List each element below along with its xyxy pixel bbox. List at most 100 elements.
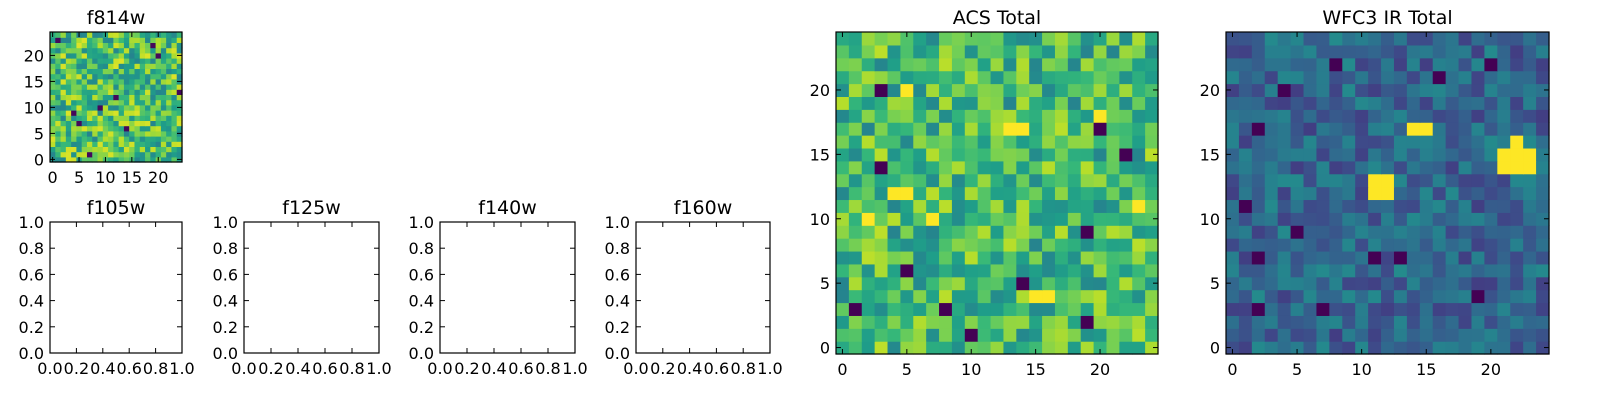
panel-acs-total-cell xyxy=(1119,57,1133,72)
panel-acs-total-cell xyxy=(964,315,979,329)
panel-wfc3-ir-total-cell xyxy=(1329,44,1343,59)
panel-acs-total-cell xyxy=(964,83,979,97)
panel-wfc3-ir-total-cell xyxy=(1329,96,1343,110)
panel-acs-total-cell xyxy=(1132,263,1146,278)
panel-wfc3-ir-total-cell xyxy=(1432,212,1447,226)
panel-wfc3-ir-total-cell xyxy=(1406,225,1421,239)
panel-wfc3-ir-total-cell xyxy=(1226,289,1240,304)
panel-wfc3-ir-total-cell xyxy=(1393,238,1408,252)
panel-wfc3-ir-total-cell xyxy=(1484,122,1498,136)
panel-wfc3-ir-total-cell xyxy=(1458,96,1473,110)
panel-wfc3-ir-total-cell xyxy=(1238,225,1253,239)
panel-wfc3-ir-total-cell xyxy=(1432,341,1447,355)
panel-acs-total-cell xyxy=(926,57,940,72)
panel-f814w-cell xyxy=(97,141,104,147)
panel-f105w-ytick-label: 1.0 xyxy=(19,213,44,232)
panel-acs-total-cell xyxy=(848,250,863,265)
panel-wfc3-ir-total-cell xyxy=(1419,96,1434,110)
panel-f814w-cell xyxy=(150,68,157,75)
panel-wfc3-ir-total-cell xyxy=(1368,122,1382,136)
panel-f814w-cell xyxy=(76,141,83,147)
panel-wfc3-ir-total-cell xyxy=(1393,276,1408,291)
panel-f814w-cell xyxy=(102,120,109,127)
panel-wfc3-ir-total-cell xyxy=(1342,212,1356,226)
panel-acs-total-cell xyxy=(874,32,889,46)
panel-acs-total-cell xyxy=(1093,147,1108,162)
panel-acs-total-cell xyxy=(1093,263,1108,278)
panel-acs-total-cell xyxy=(1042,122,1056,136)
panel-wfc3-ir-total-cell xyxy=(1303,186,1318,201)
panel-acs-total-cell xyxy=(848,173,863,188)
panel-f814w-cell xyxy=(86,42,93,49)
panel-acs-total-cell xyxy=(1145,83,1159,97)
panel-f814w-cell xyxy=(65,32,72,38)
panel-wfc3-ir-total-cell xyxy=(1226,122,1240,136)
panel-acs-total-cell xyxy=(1067,289,1082,304)
panel-f814w-cell xyxy=(160,156,167,163)
panel-f814w-cell xyxy=(50,84,56,90)
panel-wfc3-ir-total-cell xyxy=(1290,160,1305,175)
panel-acs-total-cell xyxy=(939,147,953,162)
panel-f814w-cell xyxy=(55,99,62,106)
panel-acs-total-cell xyxy=(1119,83,1133,97)
panel-f814w-cell xyxy=(92,32,99,38)
panel-acs-total-cell xyxy=(1093,302,1108,316)
panel-wfc3-ir-total-cell xyxy=(1290,328,1305,342)
panel-wfc3-ir-total-cell xyxy=(1523,83,1537,97)
panel-f814w-cell xyxy=(134,73,141,80)
panel-f814w-cell xyxy=(155,125,162,132)
panel-f814w-cell xyxy=(76,37,83,43)
panel-acs-total-cell xyxy=(874,109,889,123)
panel-acs-total-cell xyxy=(964,250,979,265)
panel-wfc3-ir-total-cell xyxy=(1523,328,1537,342)
panel-f814w-cell xyxy=(113,156,120,163)
panel-f814w-cell xyxy=(71,99,77,106)
panel-wfc3-ir-total-cell xyxy=(1536,341,1550,355)
panel-wfc3-ir-total-cell xyxy=(1264,109,1279,123)
panel-acs-total-cell xyxy=(1054,302,1069,316)
panel-f814w-cell xyxy=(123,151,130,158)
panel-acs-total-cell xyxy=(1106,212,1120,226)
panel-wfc3-ir-total-cell xyxy=(1536,32,1550,46)
panel-wfc3-ir-total-cell xyxy=(1355,328,1369,342)
panel-f814w-cell xyxy=(123,73,130,80)
panel-wfc3-ir-total-cell xyxy=(1316,70,1330,85)
panel-wfc3-ir-total-cell xyxy=(1381,160,1395,175)
panel-acs-total-cell xyxy=(939,109,953,123)
panel-wfc3-ir-total-cell xyxy=(1329,289,1343,304)
panel-acs-total-cell xyxy=(1119,225,1133,239)
panel-f814w-cell xyxy=(134,32,141,38)
panel-acs-total-cell xyxy=(1132,225,1146,239)
panel-acs-total-cell xyxy=(1119,70,1133,85)
panel-f814w-cell xyxy=(86,37,93,43)
panel-wfc3-ir-total-cell xyxy=(1226,70,1240,85)
panel-wfc3-ir-total-cell xyxy=(1497,276,1511,291)
panel-f814w-cell xyxy=(81,130,88,137)
panel-f125w-xtick-label: 0.6 xyxy=(312,359,337,378)
panel-wfc3-ir-total-cell xyxy=(1226,199,1240,213)
panel-acs-total-cell xyxy=(939,122,953,136)
panel-f814w-cell xyxy=(55,37,62,43)
panel-f814w-cell xyxy=(71,63,77,69)
panel-acs-total-cell xyxy=(926,44,940,59)
panel-acs-total-cell xyxy=(1029,212,1043,226)
panel-acs-total-cell xyxy=(939,135,953,149)
panel-wfc3-ir-total-cell xyxy=(1484,302,1498,316)
panel-wfc3-ir-total-cell xyxy=(1484,83,1498,97)
panel-wfc3-ir-total-cell xyxy=(1277,44,1292,59)
panel-wfc3-ir-total-cell xyxy=(1316,212,1330,226)
panel-wfc3-ir-total-cell xyxy=(1471,315,1485,329)
panel-f814w-cell xyxy=(81,94,88,101)
panel-f814w-cell xyxy=(118,84,125,90)
panel-wfc3-ir-total-cell xyxy=(1510,225,1524,239)
panel-f814w-cell xyxy=(166,89,173,95)
panel-f814w-cell xyxy=(160,99,167,106)
panel-wfc3-ir-total-cell xyxy=(1484,32,1498,46)
panel-acs-total-cell xyxy=(887,147,901,162)
panel-acs-total-cell xyxy=(1080,186,1095,201)
panel-wfc3-ir-total-cell xyxy=(1536,173,1550,188)
panel-f814w-cell xyxy=(86,136,93,142)
panel-f814w-cell xyxy=(60,94,67,101)
panel-acs-total-cell xyxy=(1042,147,1056,162)
panel-acs-total-cell xyxy=(1003,225,1017,239)
